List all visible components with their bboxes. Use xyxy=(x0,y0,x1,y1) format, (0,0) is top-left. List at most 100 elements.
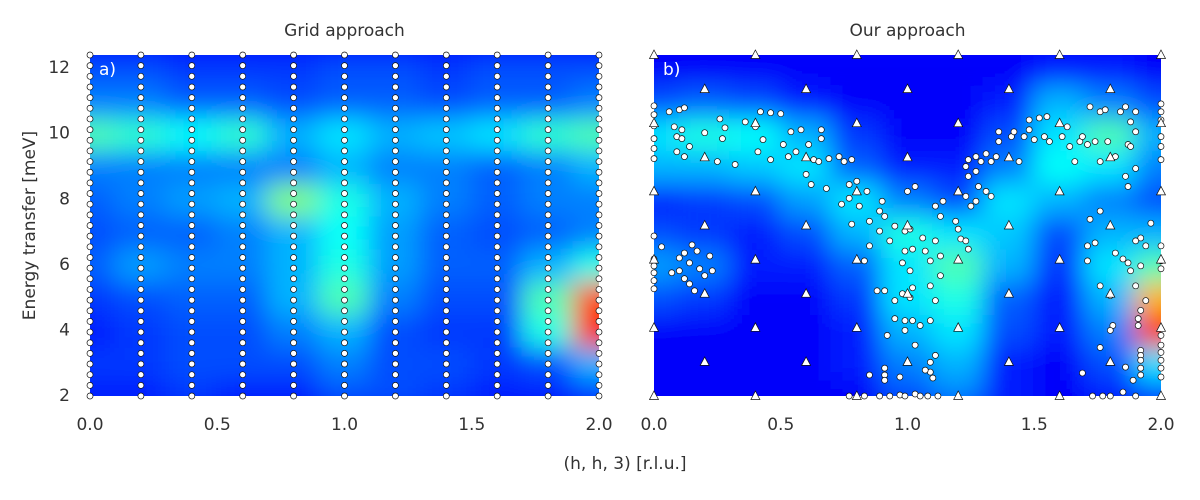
grid-sample-triangle xyxy=(801,287,812,298)
heatmap-cell xyxy=(982,247,1036,283)
grid-sample-triangle xyxy=(750,322,761,332)
sample-point xyxy=(544,168,552,176)
sample-point xyxy=(442,136,450,144)
sample-point xyxy=(86,360,94,368)
sample-point xyxy=(787,128,795,136)
sample-point xyxy=(937,212,944,220)
sample-point xyxy=(493,222,501,229)
sample-point xyxy=(392,264,399,272)
sample-point xyxy=(493,371,501,379)
sample-point xyxy=(924,392,932,400)
sample-point xyxy=(442,72,450,80)
heatmap-cell xyxy=(931,345,985,381)
sample-point xyxy=(137,296,145,304)
sample-point xyxy=(442,275,450,283)
sample-point xyxy=(845,181,853,188)
sample-point xyxy=(805,141,812,148)
sample-point xyxy=(681,249,688,257)
sample-point xyxy=(595,339,603,347)
sample-point xyxy=(86,350,94,357)
sample-point xyxy=(650,285,658,293)
sample-point xyxy=(719,135,726,142)
grid-sample-triangle xyxy=(902,219,913,230)
grid-sample-triangle xyxy=(1105,151,1116,162)
sample-point xyxy=(595,168,603,176)
sample-point xyxy=(544,211,552,219)
sample-point xyxy=(442,158,450,165)
sample-point xyxy=(909,245,916,253)
sample-point xyxy=(188,72,196,80)
heatmap-cell xyxy=(1033,280,1086,316)
sample-point xyxy=(341,62,348,70)
sample-point xyxy=(290,104,297,112)
heatmap-cell xyxy=(165,181,219,217)
grid-sample-triangle xyxy=(953,117,964,128)
sample-point xyxy=(442,232,450,240)
heatmap-cell xyxy=(470,55,524,86)
heatmap-cell xyxy=(830,214,884,250)
sample-point xyxy=(840,158,848,165)
sample-point xyxy=(1127,118,1134,126)
sample-point xyxy=(595,190,603,197)
sample-point xyxy=(1132,237,1140,245)
sample-point xyxy=(392,222,399,229)
sample-point xyxy=(650,145,658,152)
grid-sample-triangle xyxy=(699,219,710,230)
sample-point xyxy=(681,153,688,160)
sample-point xyxy=(442,211,450,219)
sample-point xyxy=(901,392,909,400)
sample-point xyxy=(86,179,94,187)
heatmap-cell xyxy=(1083,55,1137,86)
sample-point xyxy=(1058,133,1066,140)
sample-point xyxy=(341,328,348,336)
heatmap-cell xyxy=(830,55,884,86)
sample-point xyxy=(188,371,196,379)
sample-point xyxy=(442,179,450,187)
sample-point xyxy=(1096,207,1104,215)
heatmap-cell xyxy=(1134,116,1161,152)
sample-point xyxy=(544,254,552,261)
sample-point xyxy=(290,296,297,304)
sample-point xyxy=(901,317,909,324)
sample-point xyxy=(239,147,247,155)
heatmap-cell xyxy=(982,378,1036,396)
heatmap-cell xyxy=(729,55,782,86)
sample-point xyxy=(673,148,681,156)
heatmap-cell xyxy=(1033,149,1086,184)
sample-point xyxy=(188,243,196,251)
sample-point xyxy=(239,94,247,101)
sample-point xyxy=(188,307,196,315)
sample-point xyxy=(937,272,944,280)
sample-point xyxy=(341,232,348,240)
sample-point xyxy=(239,275,247,283)
heatmap-cell xyxy=(881,378,934,396)
sample-point xyxy=(1119,255,1127,263)
sample-point xyxy=(1079,133,1086,140)
sample-point xyxy=(290,115,297,123)
sample-point xyxy=(493,72,501,80)
x-tick-label: 1.5 xyxy=(458,415,485,435)
grid-sample-triangle xyxy=(699,356,710,366)
sample-point xyxy=(188,350,196,357)
sample-point xyxy=(341,222,348,229)
sample-point xyxy=(493,318,501,325)
sample-point xyxy=(1010,128,1018,136)
sample-point xyxy=(442,371,450,379)
sample-point xyxy=(861,257,868,265)
sample-point xyxy=(815,158,823,165)
sample-point xyxy=(442,115,450,123)
sample-point xyxy=(188,381,196,389)
grid-sample-triangle xyxy=(801,151,812,162)
x-tick-label: 0.5 xyxy=(767,415,794,435)
sample-point xyxy=(901,247,909,255)
sample-point xyxy=(188,51,196,59)
heatmap-cell xyxy=(729,149,782,184)
grid-sample-triangle xyxy=(1054,390,1065,400)
sample-point xyxy=(239,200,247,208)
sample-point xyxy=(493,254,501,261)
sample-point xyxy=(341,168,348,176)
sample-point xyxy=(341,147,348,155)
sample-point xyxy=(544,51,552,59)
sample-point xyxy=(964,156,972,163)
sample-point xyxy=(802,171,810,178)
